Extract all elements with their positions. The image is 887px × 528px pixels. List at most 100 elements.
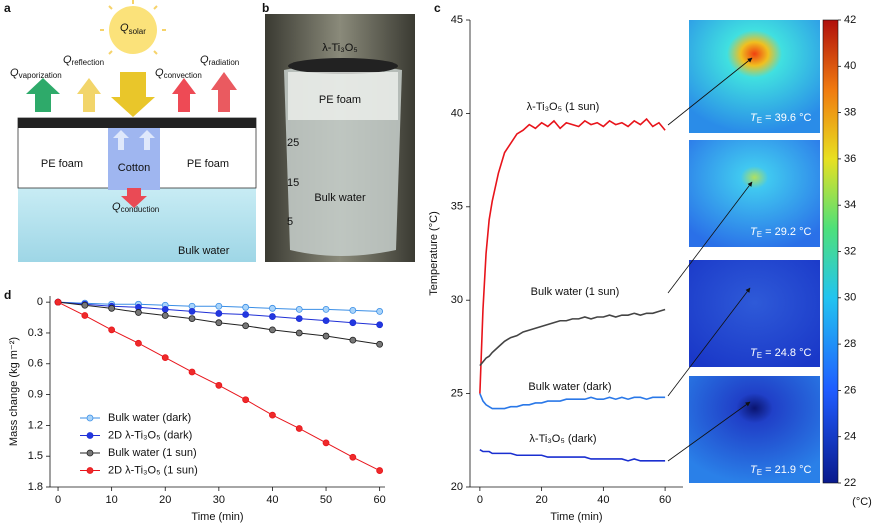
x-tick-label: 60 (374, 494, 386, 506)
colorbar-tick-label: 26 (844, 384, 856, 396)
symbol: T (750, 112, 758, 124)
data-point (295, 329, 303, 337)
data-point (242, 303, 250, 311)
arrow-solar (111, 72, 155, 117)
symbol: Q (112, 201, 121, 213)
data-point (54, 298, 62, 306)
colorbar-tick-label: 22 (844, 477, 856, 489)
colorbar-tick-label: 34 (844, 199, 856, 211)
data-point (349, 336, 357, 344)
legend-label: 2D λ-Ti₃O₅ (dark) (108, 429, 192, 441)
pointer-arrows (667, 57, 753, 462)
photo-label: Bulk water (314, 192, 366, 204)
x-tick-label: 20 (159, 494, 171, 506)
y-tick-label: 1.8 (28, 481, 43, 493)
data-point (269, 326, 276, 334)
thermal-image (689, 20, 820, 133)
data-point (242, 311, 250, 318)
series-line (479, 448, 666, 462)
data-point (349, 306, 357, 314)
data-point (269, 304, 276, 312)
colorbar-tick-label: 32 (844, 245, 856, 257)
symbol: T (750, 226, 758, 238)
arrow-reflection (77, 78, 101, 112)
data-point (242, 396, 250, 404)
data-point (295, 315, 303, 322)
data-point (295, 425, 303, 432)
flow-label: Qsolar (120, 22, 146, 36)
data-point (81, 312, 89, 319)
panel-label: d (4, 288, 11, 302)
thermal-label: TE = 24.8 °C (750, 347, 811, 360)
data-point (215, 310, 223, 317)
scale-mark: 5 (287, 216, 293, 228)
data-point (215, 381, 223, 389)
y-tick-label: 0.9 (28, 388, 43, 400)
thermal-label: TE = 39.6 °C (750, 112, 811, 125)
sample (288, 58, 398, 74)
sun (109, 6, 157, 54)
symbol: Q (120, 22, 129, 34)
series-line (479, 393, 666, 410)
photo-label: PE foam (319, 94, 361, 106)
series-line (479, 117, 666, 394)
y-tick-label: 1.2 (28, 419, 43, 431)
legend-marker (86, 432, 94, 439)
x-tick-label: 0 (477, 494, 483, 506)
x-tick-label: 30 (213, 494, 225, 506)
y-tick-label: 30 (451, 294, 463, 306)
series-line (479, 308, 666, 367)
subscript: radiation (209, 58, 240, 67)
legend-marker (86, 449, 94, 457)
flow-label: Qvaporization (10, 67, 62, 80)
colorbar-tick-label: 30 (844, 292, 856, 304)
series-label: λ-Ti₃O₅ (1 sun) (527, 101, 600, 113)
colorbar-tick-label: 40 (844, 60, 856, 72)
y-tick-label: 35 (451, 201, 463, 213)
layer-label: Bulk water (178, 245, 230, 257)
diagram-a: Qsolar Qvaporization Qreflection Qconvec… (10, 0, 257, 262)
y-tick-label: 25 (451, 388, 463, 400)
absorber-layer (18, 118, 256, 128)
layer-label: PE foam (41, 158, 83, 170)
symbol: T (750, 347, 758, 359)
data-point (349, 319, 357, 327)
colorbar-tick-label: 24 (844, 431, 856, 443)
foam (288, 72, 398, 120)
data-point (349, 453, 357, 461)
sun-rays (100, 0, 166, 55)
x-axis-label: Time (min) (191, 511, 243, 523)
arrow-convection (172, 78, 196, 112)
data-point (376, 308, 384, 315)
subscript: reflection (72, 58, 104, 67)
y-axis-label: Mass change (kg m⁻²) (8, 337, 20, 446)
colorbar-tick-label: 42 (844, 14, 856, 26)
subscript: E (757, 230, 762, 239)
subscript: E (757, 351, 762, 360)
data-point (188, 368, 196, 376)
subscript: convection (164, 71, 202, 80)
data-point (188, 315, 196, 322)
y-tick-label: 40 (451, 107, 463, 119)
data-point (108, 304, 116, 312)
flow-label: Qreflection (63, 54, 104, 67)
symbol: Q (63, 54, 72, 66)
series-label: Bulk water (1 sun) (531, 286, 620, 298)
data-point (269, 313, 276, 320)
value-text: = 39.6 °C (762, 112, 811, 124)
value-text: = 29.2 °C (762, 226, 811, 238)
x-tick-label: 60 (659, 494, 671, 506)
thermal-image (689, 376, 820, 483)
thermal-image (689, 140, 820, 247)
data-point (295, 305, 303, 313)
data-point (376, 340, 384, 348)
y-tick-label: 0 (37, 296, 43, 308)
panel-label: b (262, 1, 269, 15)
legend-marker (86, 467, 94, 474)
data-point (322, 332, 330, 340)
data-point (135, 339, 142, 347)
thermal-image (689, 260, 820, 367)
flow-label: Qradiation (200, 54, 239, 67)
